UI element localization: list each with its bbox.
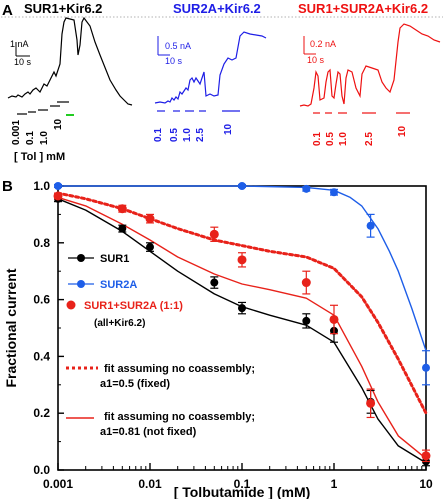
fit-curve-not-fixed — [57, 196, 427, 460]
y-tick-label: 0.8 — [33, 236, 50, 250]
data-point — [366, 398, 376, 408]
dose-label: 0.5 — [169, 128, 180, 142]
x-axis-label: [ Tolbutamide ] (mM) — [174, 484, 311, 499]
panel-b-letter: B — [2, 178, 13, 195]
fit-curve-fixed — [56, 191, 428, 415]
fit-curve-series-0 — [57, 198, 427, 464]
dose-label: 1.0 — [338, 132, 349, 146]
data-point — [209, 229, 219, 239]
legend-fit-notfixed-label-2: a1=0.81 (not fixed) — [100, 426, 197, 438]
trace-sur1-title: SUR1+Kir6.2 — [24, 1, 102, 16]
panel-b: B 0.0 0.2 0.4 0.6 0.8 1.0 0.001 0.01 0.1 1 10 Fra… — [2, 178, 433, 499]
data-point — [53, 191, 63, 201]
dose-label: 2.5 — [364, 132, 375, 146]
x-tick-label: 0.1 — [234, 477, 251, 491]
y-tick-label: 1.0 — [33, 179, 50, 193]
legend-sur1-marker — [77, 254, 85, 262]
data-point — [302, 184, 311, 193]
data-point — [330, 188, 338, 197]
dose-label: 0.001 — [11, 120, 22, 145]
legend-sur1-sur2a-label: SUR1+SUR2A (1:1) — [84, 300, 183, 312]
tolbutamide-unit-label: [ Tol ] mM — [14, 151, 65, 163]
data-point — [54, 182, 62, 190]
dose-label: 2.5 — [195, 128, 206, 142]
x-tick-label: 0.01 — [138, 477, 162, 491]
dose-label: 0.5 — [325, 132, 336, 146]
trace-sur1-scale-time: 10 s — [14, 57, 32, 67]
data-point — [329, 314, 339, 324]
trace-sur1-scale-current: 1 nA — [10, 39, 29, 49]
trace-sur1-sur2a-scale-time: 10 s — [307, 55, 325, 65]
legend-sur2a-marker — [77, 280, 85, 288]
y-tick-label: 0.6 — [33, 293, 50, 307]
panel-a-letter: A — [2, 2, 13, 19]
trace-sur1-sur2a-path — [299, 23, 441, 107]
data-point — [145, 214, 155, 224]
x-tick-label: 0.001 — [43, 477, 73, 491]
data-point — [210, 278, 219, 287]
legend-sur2a-label: SUR2A — [100, 279, 137, 291]
trace-sur1-sur2a: SUR1+SUR2A+Kir6.2 0.2 nA 10 s 0.1 0.5 1.… — [298, 1, 441, 146]
data-point — [302, 316, 311, 325]
panel-a: A SUR1+Kir6.2 1 nA 10 s 0.001 0.1 1.0 10… — [1, 1, 443, 163]
dose-label: 1.0 — [39, 131, 50, 145]
legend-fit-fixed-label-2: a1=0.5 (fixed) — [100, 378, 170, 390]
data-point — [238, 182, 246, 190]
legend-sur1-sur2a-marker — [66, 300, 76, 310]
x-axis: 0.001 0.01 0.1 1 10 — [43, 463, 433, 491]
legend: SUR1 SUR2A SUR1+SUR2A (1:1) (all+Kir6.2)… — [66, 253, 255, 438]
trace-sur2a-path — [154, 31, 267, 104]
dose-label: 1.0 — [182, 128, 193, 142]
legend-fit-notfixed-label-1: fit assuming no coassembly; — [104, 411, 255, 423]
trace-sur1-sur2a-scale-current: 0.2 nA — [310, 39, 336, 49]
dose-label: 10 — [223, 123, 234, 135]
y-tick-label: 0.2 — [33, 406, 50, 420]
data-point — [422, 363, 430, 372]
y-tick-label: 0.4 — [33, 349, 50, 363]
data-point — [421, 451, 431, 461]
fit-curves — [56, 185, 428, 464]
data-point — [118, 224, 127, 233]
data-point — [238, 304, 246, 313]
trace-sur1-path — [7, 16, 133, 106]
trace-sur1-sur2a-title: SUR1+SUR2A+Kir6.2 — [298, 1, 428, 16]
data-point — [237, 255, 247, 265]
dose-label: 10 — [53, 118, 64, 130]
dose-label: 0.1 — [312, 132, 323, 146]
legend-fit-fixed-label-1: fit assuming no coassembly; — [104, 363, 255, 375]
y-axis-label: Fractional current — [3, 268, 19, 387]
dose-label: 10 — [397, 125, 408, 137]
legend-sur1-label: SUR1 — [100, 253, 129, 265]
trace-sur1: SUR1+Kir6.2 1 nA 10 s 0.001 0.1 1.0 10 [… — [7, 1, 133, 163]
data-point — [146, 243, 154, 252]
data-points — [53, 182, 431, 467]
x-tick-label: 10 — [419, 477, 433, 491]
y-tick-label: 0.0 — [33, 463, 50, 477]
legend-note: (all+Kir6.2) — [94, 318, 145, 329]
fit-curve-series-1 — [57, 185, 427, 352]
dose-label: 0.1 — [25, 131, 36, 145]
data-point — [366, 221, 375, 230]
trace-sur2a: SUR2A+Kir6.2 0.5 nA 10 s 0.1 0.5 1.0 2.5… — [153, 1, 267, 142]
data-point — [117, 204, 127, 214]
trace-sur2a-scale-current: 0.5 nA — [165, 41, 191, 51]
trace-sur2a-title: SUR2A+Kir6.2 — [173, 1, 261, 16]
x-tick-label: 1 — [331, 477, 338, 491]
data-point — [301, 278, 311, 288]
trace-sur2a-scale-time: 10 s — [165, 56, 183, 66]
dose-label: 0.1 — [153, 128, 164, 142]
y-axis: 0.0 0.2 0.4 0.6 0.8 1.0 — [33, 179, 64, 477]
